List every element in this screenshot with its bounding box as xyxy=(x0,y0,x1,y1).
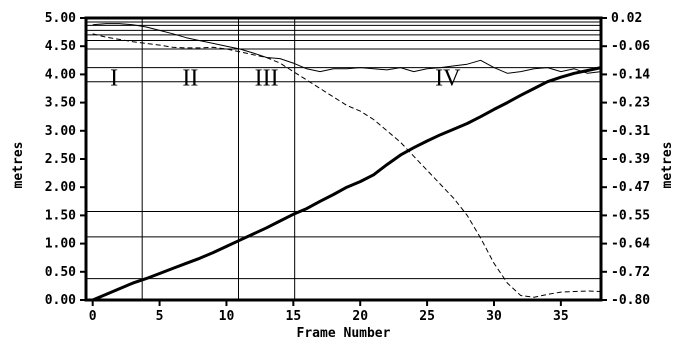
y-tick-label-left: 3.00 xyxy=(45,124,76,139)
y-tick-label-right: -0.64 xyxy=(611,237,650,252)
series-line-thick-solid xyxy=(92,66,602,302)
y-tick-label-right: 0.02 xyxy=(611,11,642,26)
y-tick-label-right: -0.39 xyxy=(611,152,650,167)
x-tick-label: 10 xyxy=(219,309,235,324)
x-tick-label: 5 xyxy=(156,309,164,324)
y-tick-label-right: -0.47 xyxy=(611,180,650,195)
phase-labels: I II III IV xyxy=(110,66,461,92)
y-tick-label-left: 2.00 xyxy=(45,180,76,195)
y-axis-title-right: metres xyxy=(660,142,675,189)
y-tick-label-left: 0.50 xyxy=(45,265,76,280)
series-line-thin-solid xyxy=(92,23,602,74)
y-axis-title-left: metres xyxy=(11,142,26,189)
y-tick-label-right: -0.80 xyxy=(611,293,650,308)
y-tick-label-left: 0.00 xyxy=(45,293,76,308)
phase-label: II xyxy=(182,66,198,92)
guide-lines xyxy=(86,18,601,300)
y-tick-label-right: -0.72 xyxy=(611,265,650,280)
y-tick-label-left: 1.00 xyxy=(45,237,76,252)
y-tick-label-right: -0.14 xyxy=(611,67,650,82)
plot-frame xyxy=(84,16,603,302)
y-tick-label-right: -0.06 xyxy=(611,39,650,54)
x-tick-label: 20 xyxy=(352,309,368,324)
x-tick-label: 15 xyxy=(286,309,302,324)
y-tick-label-left: 5.00 xyxy=(45,11,76,26)
x-tick-label: 30 xyxy=(486,309,502,324)
y-tick-label-left: 4.50 xyxy=(45,39,76,54)
y-tick-label-left: 3.50 xyxy=(45,96,76,111)
phase-label: I xyxy=(110,66,118,92)
y-tick-label-right: -0.31 xyxy=(611,124,650,139)
tick-marks xyxy=(80,17,607,306)
phase-label: IV xyxy=(435,66,461,92)
tick-labels: 0.00 0.50 1.00 1.50 2.00 2.50 3.00 3.50 4.00 4.50… xyxy=(45,11,651,324)
series-line-thin-dashed xyxy=(92,33,602,298)
x-tick-label: 0 xyxy=(89,309,97,324)
y-tick-label-right: -0.23 xyxy=(611,96,650,111)
y-tick-label-left: 1.50 xyxy=(45,208,76,223)
phase-label: III xyxy=(255,66,279,92)
x-tick-label: 25 xyxy=(419,309,435,324)
x-tick-label: 35 xyxy=(553,309,569,324)
y-tick-label-left: 4.00 xyxy=(45,67,76,82)
y-tick-label-right: -0.55 xyxy=(611,208,650,223)
y-tick-label-left: 2.50 xyxy=(45,152,76,167)
x-axis-title: Frame Number xyxy=(297,326,391,341)
series-layer xyxy=(92,23,602,302)
